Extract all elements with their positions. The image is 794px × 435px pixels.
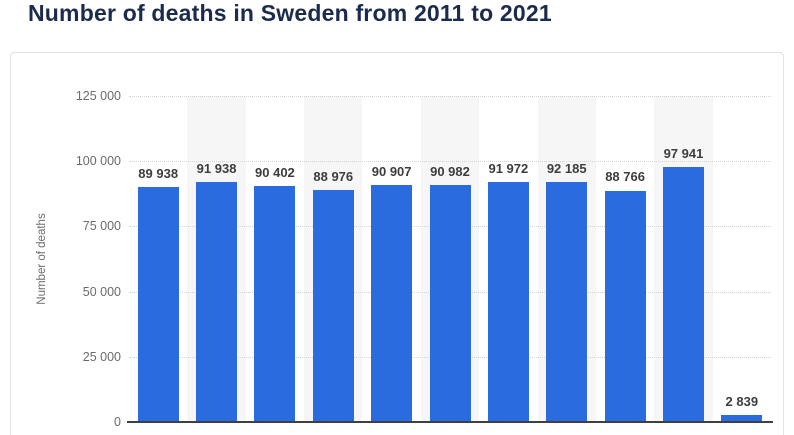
bar-value-label: 2 839 — [725, 393, 759, 409]
bar-value-label: 88 976 — [313, 168, 354, 184]
grid-line — [129, 96, 771, 97]
bar-value-label: 91 938 — [196, 161, 237, 177]
bar — [487, 182, 529, 422]
bar-value-label: 90 907 — [371, 163, 412, 179]
bar — [137, 187, 179, 422]
chart-title: Number of deaths in Sweden from 2011 to … — [28, 0, 552, 26]
bar — [254, 186, 296, 422]
bar — [662, 166, 704, 422]
y-axis-title: Number of deaths — [36, 213, 48, 305]
y-tick-label: 50 000 — [82, 284, 121, 299]
chart-card: Number of deaths 89 938 91 938 90 402 88 97… — [10, 52, 784, 435]
x-axis-line — [127, 421, 773, 423]
bar — [721, 414, 763, 422]
bar — [546, 181, 588, 422]
bar-value-label: 90 402 — [255, 165, 295, 181]
y-tick-label: 0 — [114, 415, 121, 429]
bar — [312, 189, 354, 422]
bar-value-label: 89 938 — [138, 166, 179, 182]
bar — [371, 184, 413, 422]
bar-value-label: 88 766 — [605, 169, 645, 185]
y-tick-label: 25 000 — [82, 349, 121, 364]
bar — [196, 182, 238, 422]
y-tick-label: 75 000 — [82, 219, 121, 234]
bar-value-label: 97 941 — [663, 145, 704, 161]
bar-value-label: 92 185 — [546, 160, 587, 176]
bar — [604, 190, 646, 422]
y-tick-label: 100 000 — [75, 154, 121, 169]
bar-value-label: 91 972 — [488, 161, 529, 177]
plot-area: 89 938 91 938 90 402 88 976 90 907 90 982 91 9… — [129, 96, 771, 422]
bar-value-label: 90 982 — [430, 163, 470, 179]
bar — [429, 184, 471, 422]
y-tick-label: 125 000 — [75, 89, 121, 103]
grid-line — [129, 161, 771, 163]
